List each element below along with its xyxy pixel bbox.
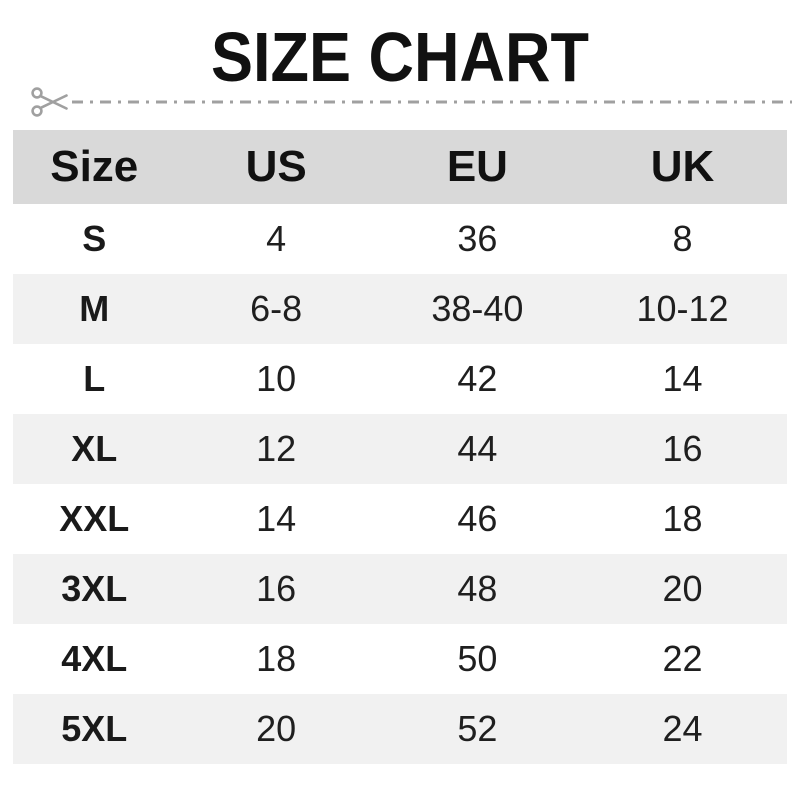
cell-us: 10 <box>256 358 297 399</box>
size-table: Size US EU UK S 4 36 8 M 6-8 38-40 10-12 L 10 42 14… <box>13 130 787 764</box>
table-row: 5XL 20 52 24 <box>13 694 787 764</box>
cell-size: 4XL <box>61 638 128 679</box>
cell-eu: 44 <box>457 428 498 469</box>
cell-uk: 8 <box>672 218 693 259</box>
cell-size: XL <box>71 428 118 469</box>
dashed-cut-rule <box>72 99 792 105</box>
table-row: S 4 36 8 <box>13 204 787 274</box>
table-header-row: Size US EU UK <box>13 130 787 204</box>
table-row: XL 12 44 16 <box>13 414 787 484</box>
size-table-body: S 4 36 8 M 6-8 38-40 10-12 L 10 42 14 XL 12 44 16 XXL 14 4… <box>13 204 787 764</box>
table-row: 4XL 18 50 22 <box>13 624 787 694</box>
cell-eu: 36 <box>457 218 498 259</box>
table-row: XXL 14 46 18 <box>13 484 787 554</box>
cell-eu: 50 <box>457 638 498 679</box>
cell-size: M <box>79 288 110 329</box>
column-header-us: US <box>245 142 307 191</box>
cell-us: 4 <box>266 218 287 259</box>
column-header-size: Size <box>50 142 139 191</box>
cell-size: 3XL <box>61 568 128 609</box>
cell-eu: 42 <box>457 358 498 399</box>
cell-us: 16 <box>256 568 297 609</box>
cell-us: 12 <box>256 428 297 469</box>
cell-uk: 20 <box>662 568 703 609</box>
cut-line <box>30 84 792 120</box>
cell-uk: 22 <box>662 638 703 679</box>
page-title: SIZE CHART <box>211 18 589 96</box>
cell-eu: 52 <box>457 708 498 749</box>
scissors-icon <box>31 87 68 117</box>
cell-us: 18 <box>256 638 297 679</box>
cell-uk: 14 <box>662 358 703 399</box>
cell-uk: 18 <box>662 498 703 539</box>
cell-size: 5XL <box>61 708 128 749</box>
table-row: L 10 42 14 <box>13 344 787 414</box>
cell-eu: 38-40 <box>431 288 524 329</box>
cell-us: 6-8 <box>250 288 303 329</box>
cell-size: XXL <box>59 498 130 539</box>
column-header-eu: EU <box>446 142 508 191</box>
cell-uk: 24 <box>662 708 703 749</box>
table-row: 3XL 16 48 20 <box>13 554 787 624</box>
cell-uk: 10-12 <box>636 288 729 329</box>
cell-size: L <box>83 358 106 399</box>
cell-us: 20 <box>256 708 297 749</box>
cell-eu: 46 <box>457 498 498 539</box>
column-header-uk: UK <box>650 142 715 191</box>
cell-size: S <box>82 218 107 259</box>
table-row: M 6-8 38-40 10-12 <box>13 274 787 344</box>
cell-eu: 48 <box>457 568 498 609</box>
cell-uk: 16 <box>662 428 703 469</box>
cell-us: 14 <box>256 498 297 539</box>
